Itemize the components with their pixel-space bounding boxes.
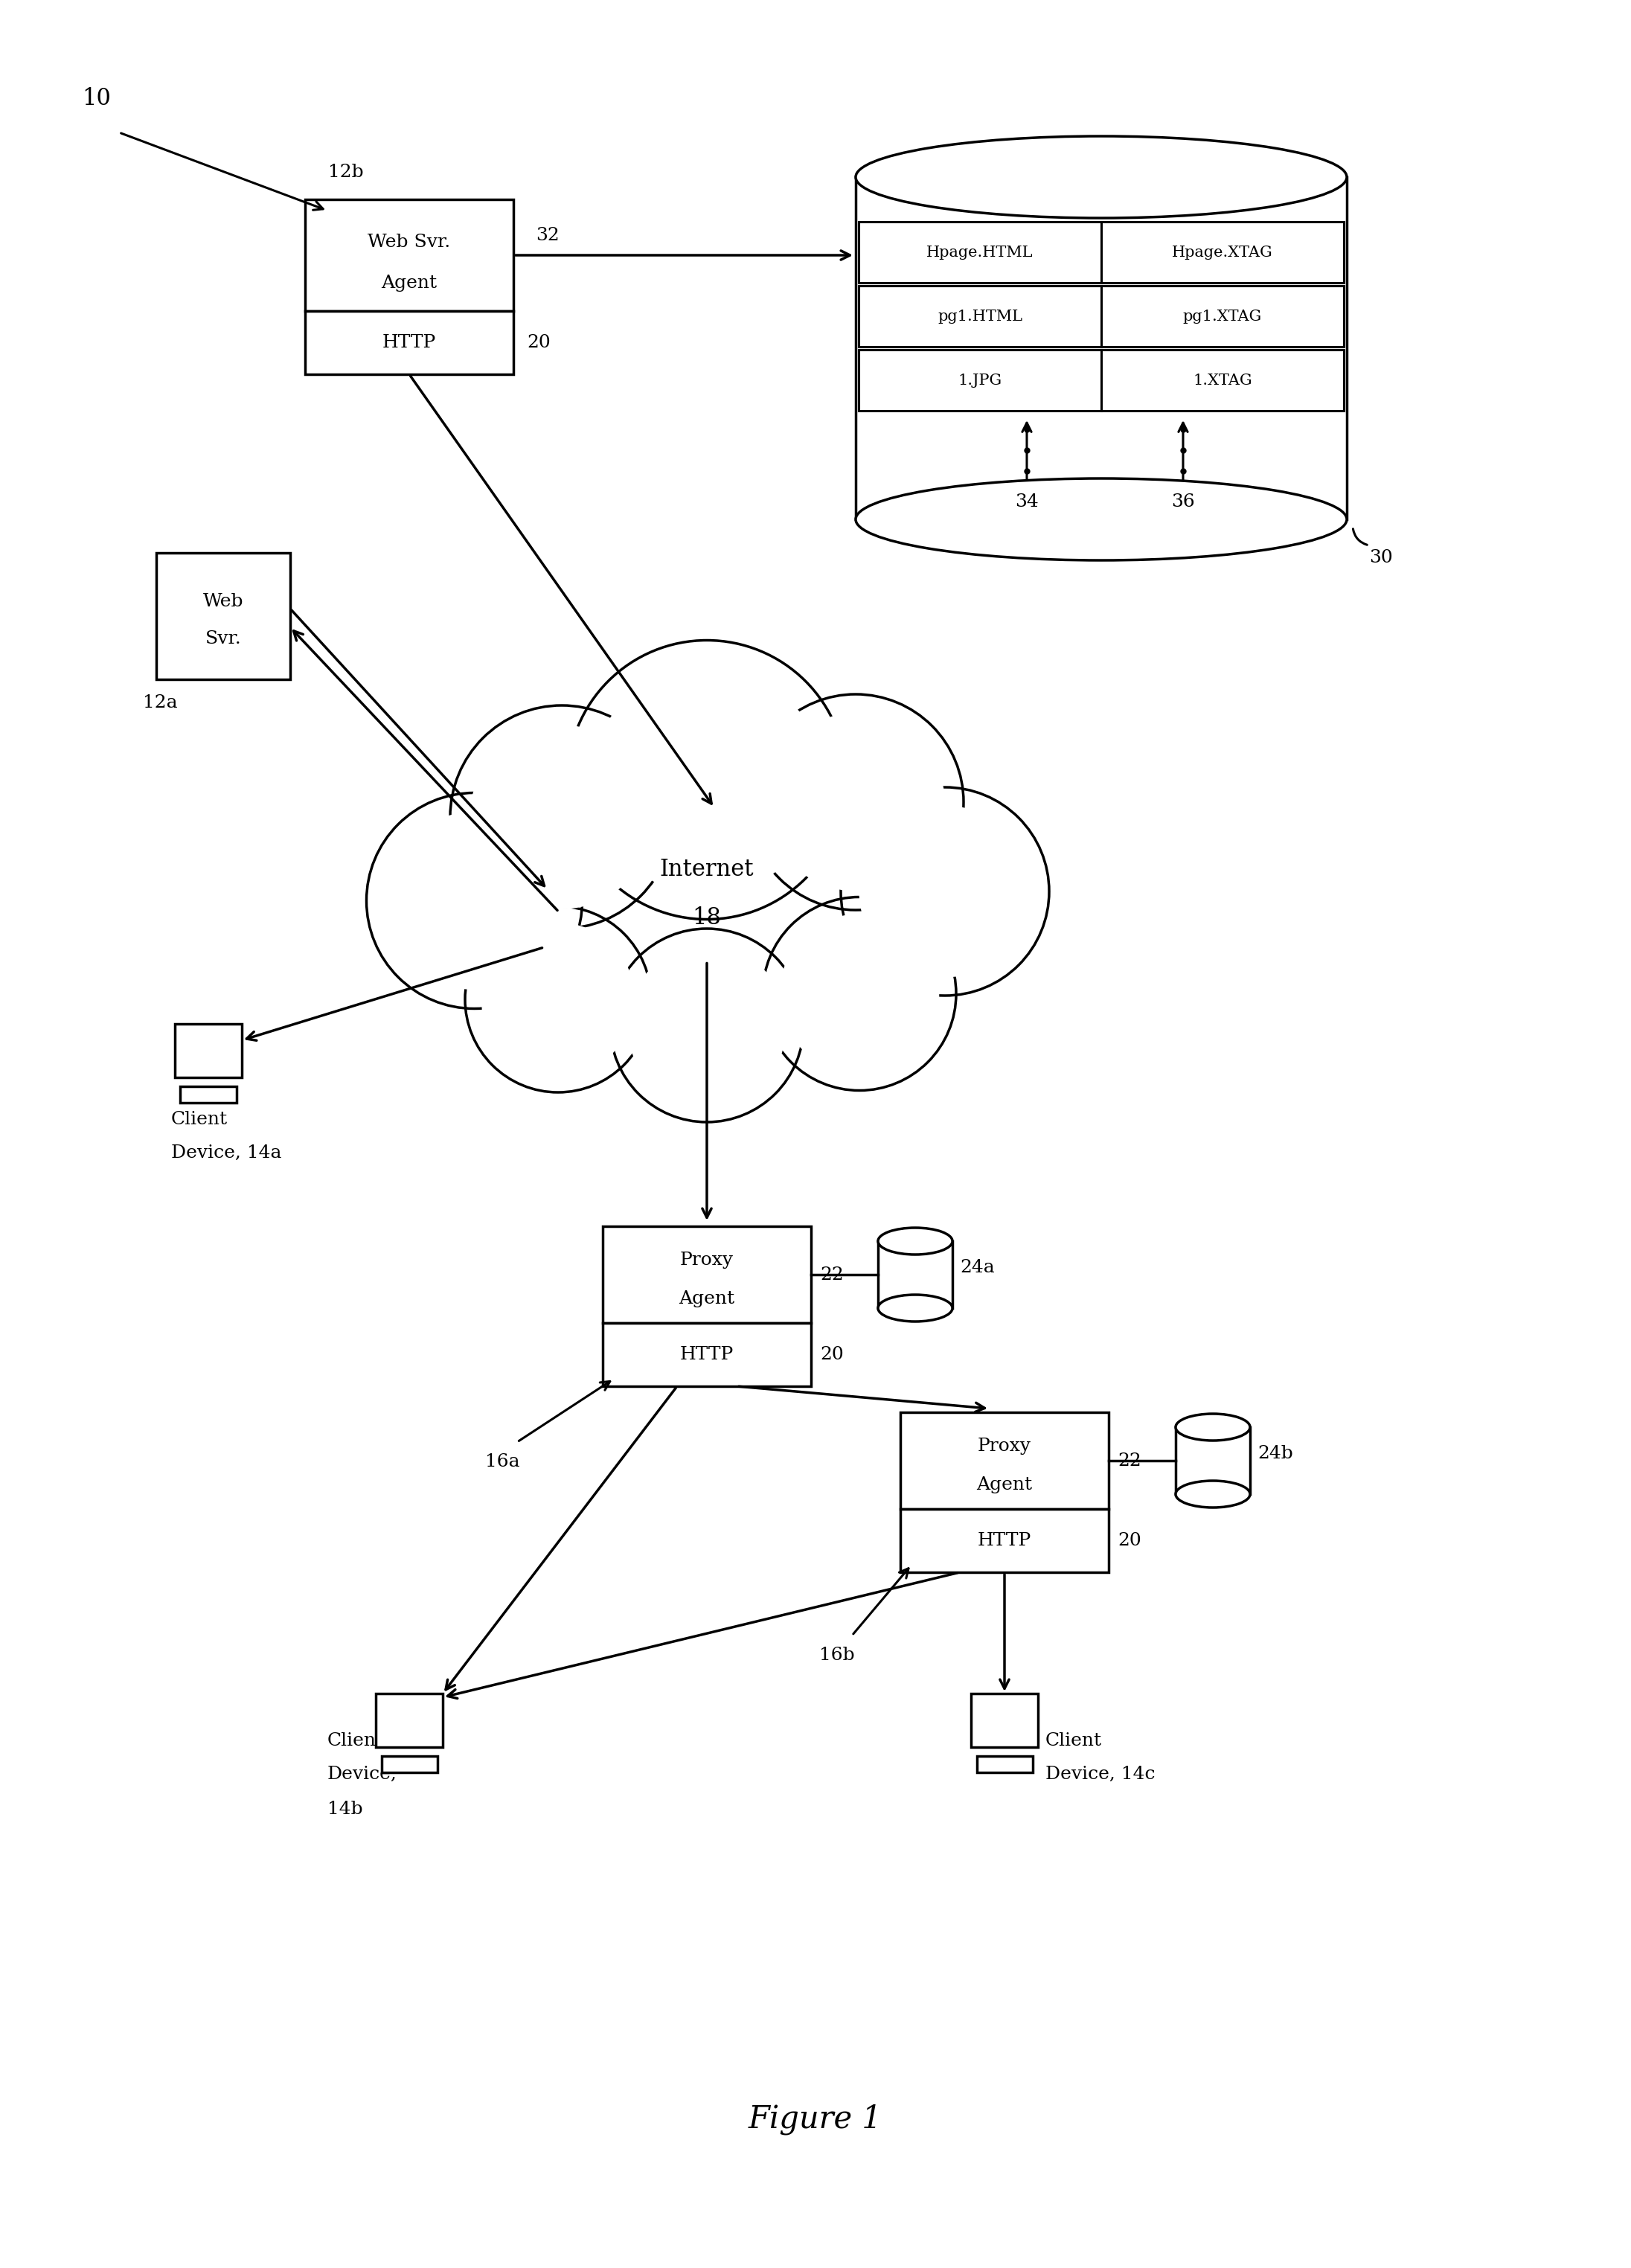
Text: 16b: 16b [819,1647,855,1665]
Text: 16a: 16a [484,1454,520,1470]
FancyBboxPatch shape [603,1322,811,1386]
Text: 1.JPG: 1.JPG [957,374,1001,388]
Circle shape [481,923,634,1075]
Circle shape [763,898,956,1091]
Ellipse shape [1176,1413,1249,1440]
Text: 24b: 24b [1258,1445,1293,1463]
Text: Agent: Agent [977,1476,1032,1492]
Text: 12a: 12a [142,694,178,712]
Text: Figure 1: Figure 1 [749,2102,882,2134]
Circle shape [842,787,1049,996]
Ellipse shape [877,1227,953,1254]
Ellipse shape [877,1295,953,1322]
Circle shape [465,907,651,1093]
Circle shape [367,794,582,1009]
Text: Agent: Agent [382,274,437,293]
FancyBboxPatch shape [305,200,514,311]
Text: Proxy: Proxy [680,1252,734,1268]
FancyBboxPatch shape [977,1755,1032,1771]
Bar [856,177,1347,519]
FancyBboxPatch shape [900,1508,1109,1572]
FancyBboxPatch shape [375,1694,442,1746]
FancyBboxPatch shape [175,1023,241,1077]
Text: Device, 14c: Device, 14c [1045,1767,1155,1783]
Circle shape [628,946,786,1105]
FancyBboxPatch shape [970,1694,1037,1746]
Text: 22: 22 [1117,1452,1142,1470]
Text: Svr.: Svr. [206,631,241,646]
Text: 36: 36 [1171,494,1196,510]
Text: pg1.XTAG: pg1.XTAG [1182,308,1262,324]
FancyBboxPatch shape [858,222,1344,284]
Bar [877,1241,953,1309]
Ellipse shape [1176,1481,1249,1508]
Text: Client: Client [171,1111,228,1127]
Circle shape [610,928,804,1123]
Text: Web: Web [202,592,243,610]
Text: Agent: Agent [678,1290,736,1306]
Text: 14b: 14b [328,1801,362,1819]
Text: 34: 34 [1014,494,1039,510]
Text: 22: 22 [820,1266,843,1284]
Circle shape [568,640,846,919]
Ellipse shape [856,136,1347,218]
Text: pg1.HTML: pg1.HTML [938,308,1023,324]
Text: 30: 30 [1368,549,1393,567]
Text: HTTP: HTTP [382,333,435,352]
Text: 20: 20 [820,1347,843,1363]
Text: Internet: Internet [661,857,754,880]
Text: Client: Client [328,1733,383,1749]
Text: Proxy: Proxy [977,1438,1031,1454]
Text: 20: 20 [1117,1533,1142,1549]
Text: 32: 32 [535,227,559,245]
FancyBboxPatch shape [900,1413,1109,1508]
Text: HTTP: HTTP [977,1533,1031,1549]
FancyBboxPatch shape [157,553,290,680]
Text: Hpage.XTAG: Hpage.XTAG [1173,245,1274,259]
Text: Device,: Device, [328,1767,398,1783]
Circle shape [747,694,964,909]
Circle shape [780,914,939,1073]
Bar [1176,1427,1249,1495]
Text: Hpage.HTML: Hpage.HTML [926,245,1034,259]
Text: 10: 10 [82,86,111,111]
Text: Web Svr.: Web Svr. [369,234,450,249]
FancyBboxPatch shape [305,311,514,374]
Text: 20: 20 [527,333,550,352]
Circle shape [387,812,563,989]
Circle shape [860,805,1031,978]
Circle shape [767,714,944,891]
FancyBboxPatch shape [858,349,1344,411]
Ellipse shape [856,479,1347,560]
Text: 18: 18 [693,905,721,930]
FancyBboxPatch shape [382,1755,437,1771]
Text: 12b: 12b [328,163,364,181]
Text: 1.XTAG: 1.XTAG [1192,374,1253,388]
FancyBboxPatch shape [858,286,1344,347]
Text: HTTP: HTTP [680,1347,734,1363]
Text: Device, 14a: Device, 14a [171,1145,282,1161]
FancyBboxPatch shape [603,1227,811,1322]
Text: 24a: 24a [961,1259,995,1275]
Circle shape [592,665,822,894]
Text: Client: Client [1045,1733,1103,1749]
FancyBboxPatch shape [181,1086,236,1102]
Circle shape [470,726,654,909]
Circle shape [450,705,674,928]
